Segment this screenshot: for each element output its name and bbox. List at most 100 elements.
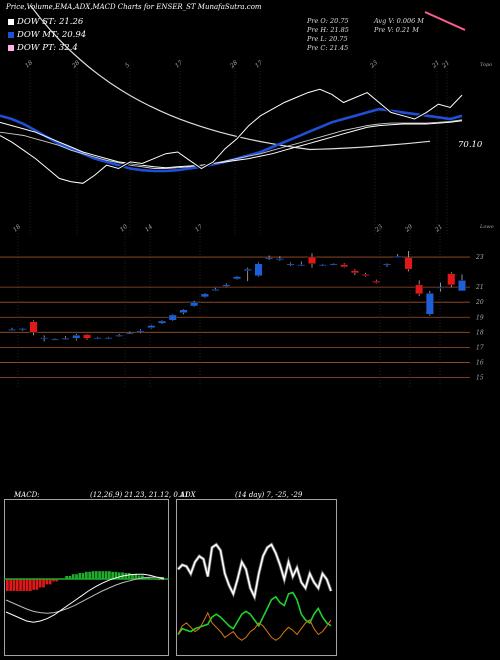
- adx-label: ADX: [180, 491, 196, 499]
- price-tick-label: 23: [475, 254, 484, 261]
- candle-body: [340, 264, 349, 268]
- stats-col1: Pre O: 20.75 Pre H: 21.85 Pre L: 20.75 P…: [307, 17, 349, 53]
- candle-body: [297, 264, 306, 266]
- candle-body: [243, 268, 252, 271]
- macd-label: MACD:: [14, 491, 40, 499]
- price-tick-label: 21: [475, 284, 484, 291]
- candle-body: [40, 337, 49, 339]
- candle-body: [61, 338, 70, 340]
- price-tick-label: 18: [476, 329, 484, 336]
- macd-histogram-bar: [104, 571, 108, 579]
- price-tick-label: 20: [475, 299, 484, 306]
- stat-pre-high: Pre H: 21.85: [307, 26, 349, 34]
- candle-body: [18, 328, 27, 330]
- macd-histogram-bar: [111, 571, 114, 579]
- ema-date-label: 17: [254, 59, 264, 69]
- adx-panel: [176, 499, 337, 656]
- price-tick-label: 15: [476, 374, 484, 381]
- stats-col2: Avg V: 0.006 M Pre V: 0.21 M: [374, 17, 424, 35]
- legend-label-st: DOW ST: 21.26: [17, 17, 84, 27]
- candle-body: [404, 257, 413, 270]
- candle-body: [425, 292, 434, 315]
- price-date-label: 10: [119, 223, 129, 233]
- ema-date-label: 5: [124, 62, 132, 70]
- price-date-label: 17: [194, 223, 204, 233]
- macd-histogram-bar: [137, 575, 141, 579]
- macd-histogram-bar: [19, 579, 22, 591]
- macd-histogram-bar: [25, 579, 29, 591]
- macd-histogram-bar: [52, 579, 55, 582]
- ema-st-price-line: [0, 88, 463, 184]
- macd-histogram-bar: [81, 573, 85, 579]
- ema-date-label: 21: [440, 59, 451, 70]
- chart-title: Price,Volume,EMA,ADX,MACD Charts for ENS…: [6, 3, 262, 11]
- candle-body: [275, 258, 284, 260]
- ema-line-grey: [0, 119, 463, 169]
- candle-body: [8, 329, 17, 331]
- legend-item-mt: DOW MT: 20.94: [8, 30, 86, 40]
- candle-body: [222, 284, 231, 287]
- ema-mt-line: [0, 107, 463, 173]
- legend-swatch-st: [8, 19, 14, 25]
- candle-body: [168, 314, 177, 321]
- legend-label-mt: DOW MT: 20.94: [17, 30, 87, 40]
- macd-histogram-bar: [131, 574, 134, 579]
- candle-body: [308, 256, 316, 265]
- macd-histogram-bar: [124, 573, 128, 579]
- top-tag: Topo: [480, 62, 492, 68]
- macd-histogram-bar: [147, 577, 151, 579]
- candle-body: [147, 325, 156, 328]
- macd-histogram-bar: [98, 571, 101, 579]
- candle-body: [115, 335, 124, 337]
- macd-histogram-bar: [6, 579, 9, 591]
- candle-body: [254, 263, 263, 276]
- adx-plus-di-line: [177, 591, 332, 635]
- stat-avg-volume: Avg V: 0.006 M: [374, 17, 424, 25]
- ema-date-label: 23: [368, 59, 379, 70]
- price-panel: 23 21 20 19 18 17 16 15 18 10 14 17 23 29 21 Lowo: [0, 223, 494, 388]
- macd-histogram-bar: [71, 574, 75, 579]
- macd-histogram-bar: [141, 575, 144, 579]
- macd-histogram-bar: [48, 579, 52, 585]
- macd-histogram-bar: [134, 574, 138, 579]
- candle-body: [83, 334, 92, 339]
- price-tick-label: 19: [476, 314, 484, 321]
- macd-histogram-bar: [75, 574, 78, 579]
- macd-histogram-bar: [42, 579, 45, 588]
- candle-body: [93, 337, 102, 339]
- candle-body: [232, 276, 241, 280]
- candle-body: [29, 321, 38, 333]
- ema-line-white: [0, 120, 463, 169]
- macd-histogram-bar: [29, 579, 32, 591]
- price-date-label: 23: [373, 223, 384, 234]
- legend-swatch-mt: [8, 32, 14, 38]
- candle-body: [50, 338, 59, 341]
- ema-panel: 18 28 5 17 28 17 23 21 21 Topo 70.10: [0, 4, 492, 235]
- macd-histogram-bar: [101, 571, 105, 579]
- ema-date-label: 28: [228, 59, 239, 70]
- macd-histogram-bar: [15, 579, 19, 591]
- pt-line: [424, 11, 466, 31]
- legend-item-pt: DOW PT: 32.4: [8, 43, 78, 53]
- candle-body: [458, 280, 466, 292]
- candle-body: [447, 273, 456, 286]
- ema-price-outline: [0, 87, 464, 185]
- price-tick-label: 17: [476, 344, 484, 351]
- candle-body: [393, 256, 402, 258]
- price-label: 70.10: [458, 140, 483, 150]
- legend-item-st: DOW ST: 21.26: [8, 17, 83, 27]
- ema-date-label: 21: [430, 59, 441, 70]
- macd-histogram-bar: [85, 571, 88, 579]
- candle-body: [286, 263, 295, 266]
- ema-date-label: 18: [24, 59, 34, 69]
- low-tag: Lowo: [479, 224, 494, 230]
- candle-body: [211, 289, 220, 291]
- macd-histogram-bar: [65, 576, 68, 579]
- candle-body: [179, 309, 188, 313]
- candle-body: [318, 264, 327, 266]
- legend-swatch-pt: [8, 45, 14, 51]
- macd-histogram-bar: [127, 573, 131, 579]
- macd-histogram-bar: [45, 579, 49, 585]
- macd-histogram-bar: [114, 571, 118, 579]
- price-date-label: 18: [12, 223, 22, 233]
